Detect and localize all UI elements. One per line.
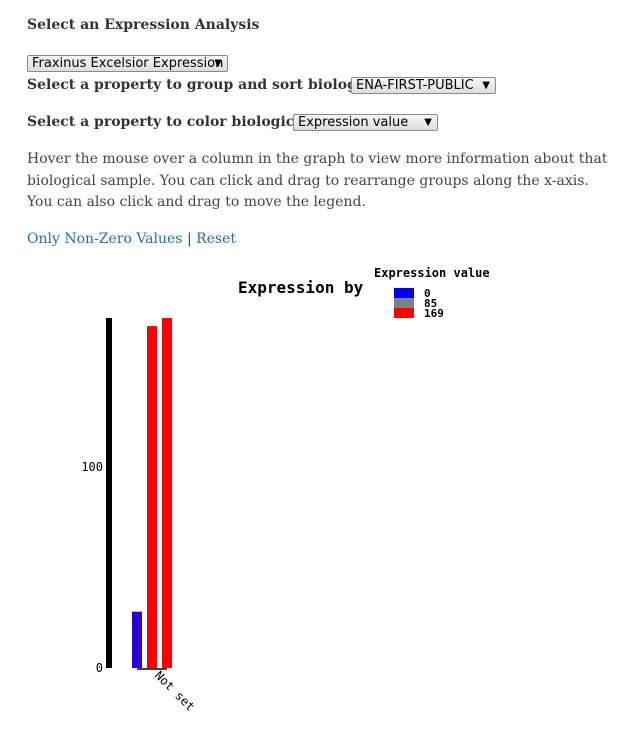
- chevron-down-icon: ▼: [214, 58, 222, 69]
- help-text: Hover the mouse over a column in the gra…: [27, 151, 608, 210]
- only-non-zero-link[interactable]: Only Non-Zero Values: [27, 231, 183, 247]
- chevron-down-icon: ▼: [424, 117, 432, 128]
- analysis-select[interactable]: Fraxinus Excelsior Expression ▼: [27, 55, 228, 72]
- reset-link[interactable]: Reset: [196, 231, 237, 247]
- chart-title: Expression by: [238, 278, 364, 297]
- analysis-heading: Select an Expression Analysis: [27, 17, 260, 33]
- color-property-select[interactable]: Expression value ▼: [293, 114, 438, 131]
- sample-bar[interactable]: [132, 611, 142, 668]
- group-property-select[interactable]: ENA-FIRST-PUBLIC ▼: [351, 77, 496, 94]
- sample-bar[interactable]: [147, 326, 157, 668]
- y-axis-line: [106, 318, 112, 668]
- sample-bar[interactable]: [162, 318, 172, 668]
- legend-label: 85: [424, 297, 437, 310]
- y-tick-label: 100: [81, 460, 103, 474]
- group-property-select-value: ENA-FIRST-PUBLIC: [356, 78, 474, 93]
- filter-links: Only Non-Zero Values | Reset: [27, 231, 236, 247]
- chevron-down-icon: ▼: [482, 80, 490, 91]
- expression-chart[interactable]: Expression by 0 100 Not set Expression value…: [0, 255, 636, 743]
- legend-swatch: [394, 308, 414, 318]
- legend-swatch: [394, 288, 414, 298]
- legend-title: Expression value: [374, 266, 490, 280]
- group-property-label: Select a property to group and sort biol…: [27, 77, 454, 93]
- link-separator: |: [186, 231, 192, 247]
- legend-swatch: [394, 298, 414, 308]
- analysis-select-value: Fraxinus Excelsior Expression: [32, 56, 224, 71]
- y-tick-label: 0: [96, 661, 103, 675]
- x-group-label[interactable]: Not set: [152, 668, 198, 714]
- legend-label: 169: [424, 307, 444, 320]
- legend-label: 0: [424, 287, 431, 300]
- color-property-select-value: Expression value: [298, 115, 409, 130]
- color-property-label: Select a property to color biological sa…: [27, 114, 378, 130]
